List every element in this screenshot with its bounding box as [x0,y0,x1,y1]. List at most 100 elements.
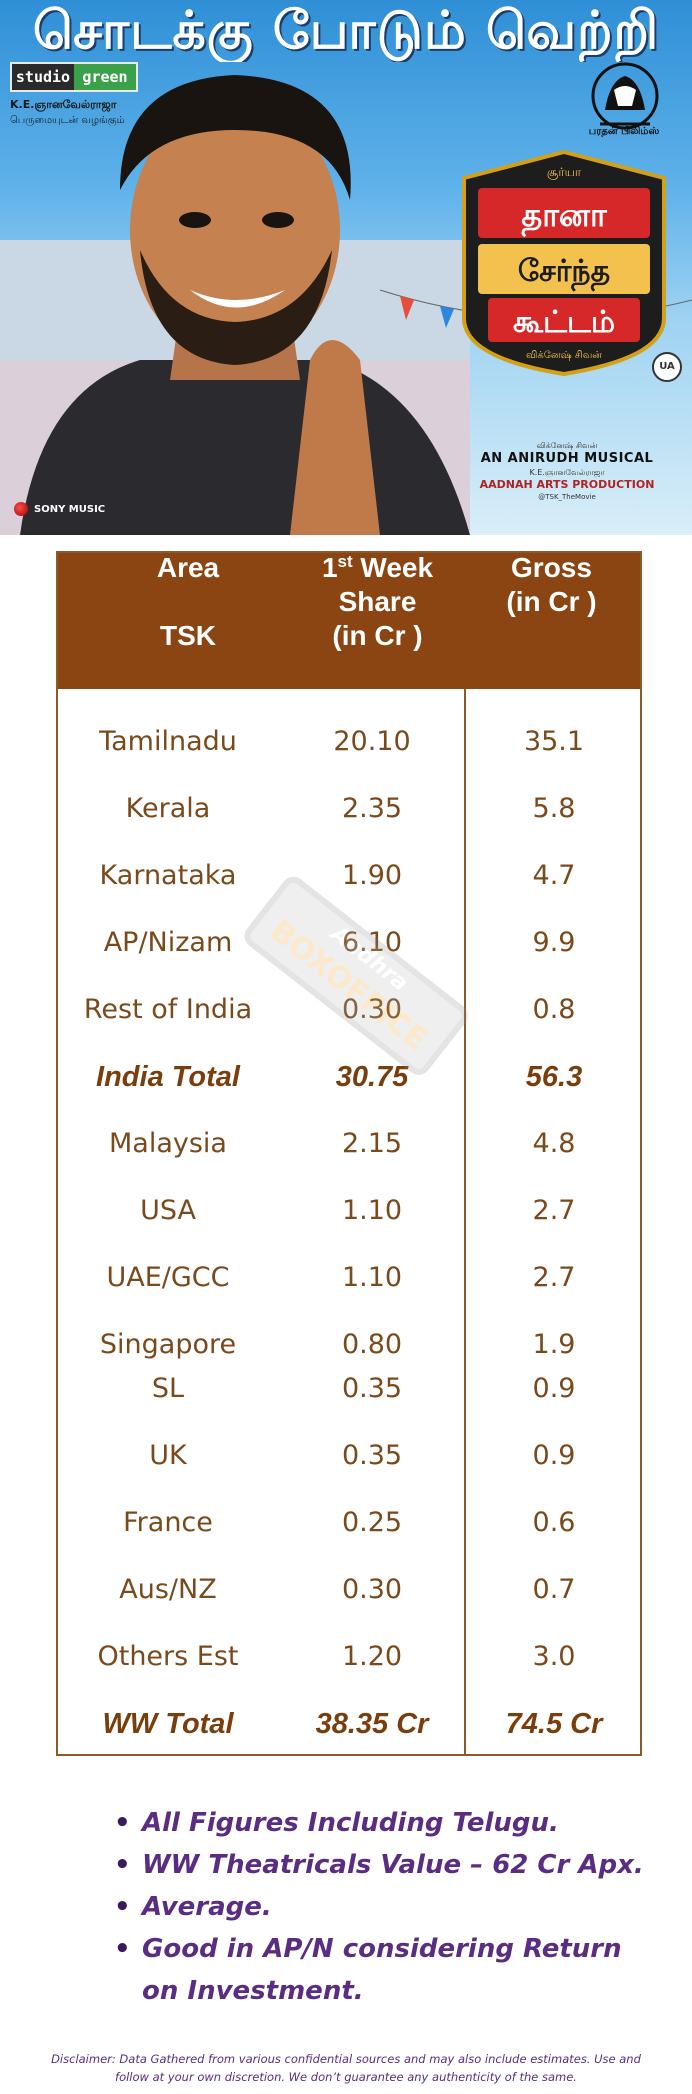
producer-credit: K.E.ஞானவேல்ராஜா [529,468,605,477]
poster-headline: சொடக்கு போடும் வெற்றி [32,1,660,61]
area-cell: Karnataka [99,860,237,891]
lead-credit: சூர்யா [547,165,582,180]
movie-poster: சொடக்கு போடும் வெற்றி studio green K.E.ஞ… [0,0,692,535]
header-share-line1: 1st Week [321,552,434,583]
notes-list: All Figures Including Telugu. WW Theatri… [110,1802,650,2012]
gross-cell: 1.9 [532,1329,576,1360]
table-row: SL 0.35 0.9 [58,1369,640,1409]
studio-logo-right: green [74,64,136,90]
share-cell: 1.10 [341,1195,403,1226]
share-cell: 38.35 Cr [315,1708,429,1740]
table-row: WW Total 38.35 Cr 74.5 Cr [58,1704,640,1744]
area-cell: AP/Nizam [103,927,233,958]
title-line-1: தானா [521,196,608,237]
table-row: Aus/NZ 0.30 0.7 [58,1570,640,1610]
gross-cell: 0.8 [532,994,576,1025]
studio-green-logo: studio green [10,62,138,92]
area-cell: Aus/NZ [119,1574,217,1605]
share-cell: 0.30 [341,1574,403,1605]
table-row: UAE/GCC 1.10 2.7 [58,1258,640,1298]
share-cell: 0.25 [341,1507,403,1538]
share-cell: 6.10 [341,927,403,958]
censor-certificate-badge: UA [652,352,682,382]
area-cell: Kerala [125,793,211,824]
area-cell: Malaysia [109,1128,227,1159]
producer-name: K.E.ஞானவேல்ராஜா [10,98,117,111]
title-line-2: சேர்ந்த [518,254,610,292]
area-cell: USA [140,1195,196,1226]
table-row: UK 0.35 0.9 [58,1436,640,1476]
table-row: AP/Nizam 6.10 9.9 [58,923,640,963]
note-item: WW Theatricals Value – 62 Cr Apx. [110,1844,650,1886]
area-cell: Singapore [99,1329,237,1360]
share-cell: 20.10 [333,726,411,757]
area-cell: UAE/GCC [106,1262,230,1293]
header-share-line2: Share [338,586,417,617]
gross-cell: 9.9 [532,927,576,958]
table-row: Kerala 2.35 5.8 [58,789,640,829]
title-director-credit: விக்னேஷ் சிவன் [526,350,602,361]
disclaimer-text: Disclaimer: Data Gathered from various c… [51,2052,641,2084]
share-cell: 0.35 [341,1373,403,1404]
table-row: Rest of India 0.30 0.8 [58,990,640,1030]
table-row: France 0.25 0.6 [58,1503,640,1543]
header-movie-label: TSK [160,620,216,651]
area-cell: Others Est [97,1641,239,1672]
share-cell: 2.35 [341,793,403,824]
gross-cell: 56.3 [525,1061,583,1093]
table-row: Others Est 1.20 3.0 [58,1637,640,1677]
poster-credits: விக்னேஷ் சிவன் AN ANIRUDH MUSICAL K.E.ஞா… [452,440,682,502]
share-cell: 0.35 [341,1440,403,1471]
header-gross: Gross (in Cr ) [463,551,640,619]
actor-portrait-image [0,75,470,535]
table-row: Tamilnadu 20.10 35.1 [58,722,640,762]
poster-hashtag: @TSK_TheMovie [538,493,596,501]
area-cell: Rest of India [83,994,253,1025]
gross-cell: 2.7 [532,1195,576,1226]
music-credit: AN ANIRUDH MUSICAL [480,451,654,466]
header-share: 1st Week Share (in Cr ) [290,551,465,653]
note-item: Average. [110,1886,650,1928]
note-item: All Figures Including Telugu. [110,1802,650,1844]
gross-cell: 4.7 [532,860,576,891]
gross-cell: 0.7 [532,1574,576,1605]
gross-cell: 5.8 [532,793,576,824]
gross-cell: 2.7 [532,1262,576,1293]
area-cell: Tamilnadu [99,726,237,757]
distributor-logo-icon [591,62,659,130]
header-area: Area TSK [88,551,288,653]
gross-cell: 0.6 [532,1507,576,1538]
share-cell: 1.20 [341,1641,403,1672]
area-cell: India Total [96,1061,240,1093]
header-gross-line2: (in Cr ) [506,586,597,617]
share-cell: 0.80 [341,1329,403,1360]
table-row: India Total 30.75 56.3 [58,1057,640,1097]
distributor-name: பரதன் பிலிம்ஸ் [588,126,660,137]
area-cell: UK [149,1440,187,1471]
header-gross-line1: Gross [511,552,592,583]
presents-text: பெருமையுடன் வழங்கும் [10,115,125,126]
note-item: Good in AP/N considering Return on Inves… [110,1928,650,2012]
director-credit: விக்னேஷ் சிவன் [536,441,598,450]
header-area-label: Area [156,552,220,583]
gross-cell: 0.9 [532,1440,576,1471]
sony-music-icon [14,502,28,516]
table-header: Area TSK 1st Week Share (in Cr ) Gross (… [58,551,640,689]
area-cell: WW Total [102,1708,234,1740]
studio-logo-left: studio [15,68,71,86]
share-cell: 30.75 [335,1061,409,1093]
title-line-3: கூட்டம் [513,305,615,340]
header-share-line3: (in Cr ) [332,620,423,651]
share-cell: 2.15 [341,1128,403,1159]
gross-cell: 35.1 [523,726,585,757]
table-row: Singapore 0.80 1.9 [58,1325,640,1365]
movie-title-logo: சூர்யா தானா சேர்ந்த கூட்டம் விக்னேஷ் சிவ… [462,149,666,377]
area-cell: SL [151,1373,185,1404]
table-row: Malaysia 2.15 4.8 [58,1124,640,1164]
gross-cell: 0.9 [532,1373,576,1404]
area-cell: France [123,1507,213,1538]
production-house-credit: AADNAH ARTS PRODUCTION [479,478,655,491]
gross-cell: 3.0 [532,1641,576,1672]
music-label-text: SONY MUSIC [34,503,106,515]
table-row: USA 1.10 2.7 [58,1191,640,1231]
